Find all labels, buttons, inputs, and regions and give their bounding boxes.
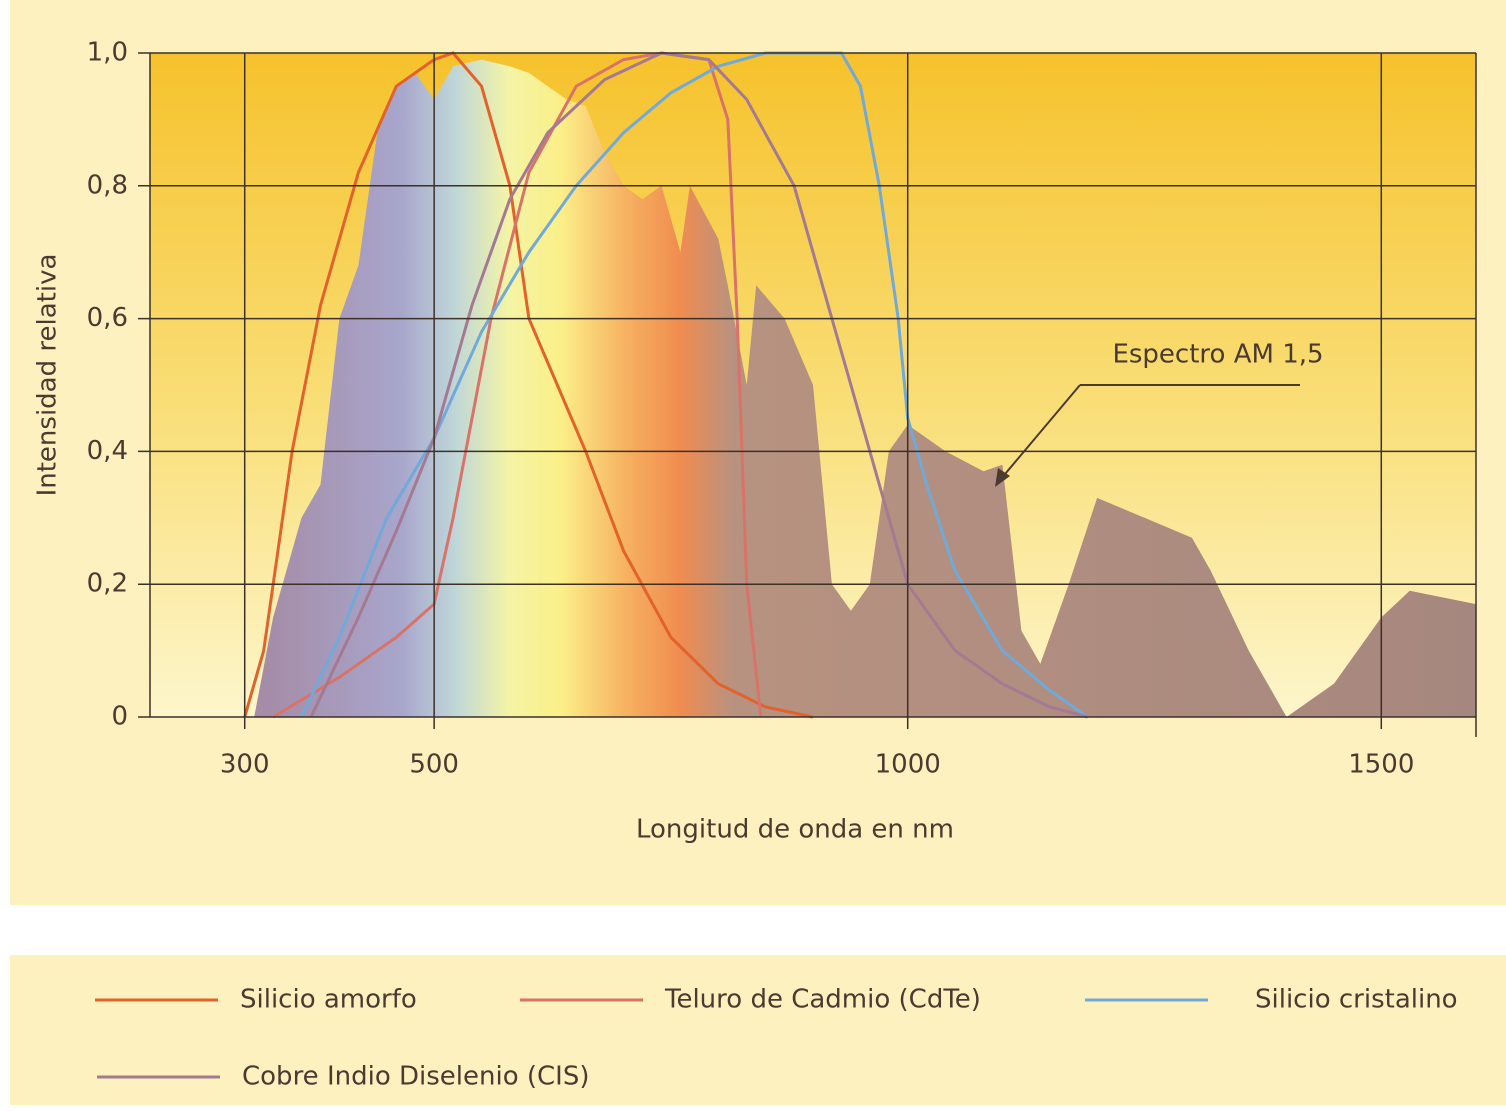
x-tick-label: 300 bbox=[220, 750, 270, 780]
spectrum-area bbox=[254, 59, 1477, 718]
annotation-arrow bbox=[999, 384, 1081, 481]
legend-label: Teluro de Cadmio (CdTe) bbox=[664, 985, 981, 1015]
y-tick-label: 0 bbox=[111, 702, 128, 732]
y-tick-label: 0,4 bbox=[87, 436, 128, 466]
x-tick-label: 1500 bbox=[1348, 750, 1414, 780]
y-tick-label: 0,8 bbox=[87, 170, 128, 200]
series-line bbox=[272, 51, 763, 719]
annotation: Espectro AM 1,5 bbox=[1112, 340, 1323, 370]
y-tick-label: 0,2 bbox=[87, 569, 128, 599]
legend-panel bbox=[10, 955, 1506, 1105]
legend-label: Cobre Indio Diselenio (CIS) bbox=[242, 1062, 589, 1092]
y-tick-label: 1,0 bbox=[87, 38, 128, 68]
x-axis-label: Longitud de onda en nm bbox=[636, 815, 954, 845]
series-line bbox=[243, 51, 814, 719]
legend-label: Silicio cristalino bbox=[1255, 985, 1458, 1015]
x-tick-label: 1000 bbox=[875, 750, 941, 780]
legend-label: Silicio amorfo bbox=[240, 985, 417, 1015]
x-tick-label: 500 bbox=[409, 750, 459, 780]
y-axis-label: Intensidad relativa bbox=[33, 254, 63, 497]
y-tick-label: 0,6 bbox=[87, 303, 128, 333]
arrow-head bbox=[995, 468, 1010, 487]
